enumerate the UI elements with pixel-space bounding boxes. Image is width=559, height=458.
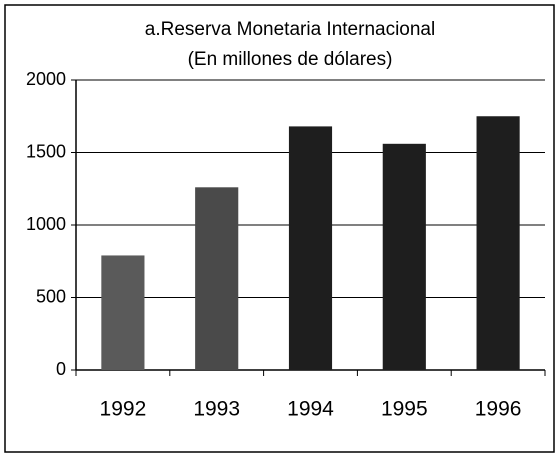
chart-subtitle: (En millones de dólares) (188, 49, 393, 70)
y-tick-label: 500 (36, 286, 66, 306)
x-tick-label: 1996 (475, 398, 522, 421)
bar (382, 143, 426, 370)
chart-border (4, 4, 555, 453)
y-tick-label: 2000 (26, 69, 66, 89)
y-tick-label: 1000 (26, 214, 66, 234)
x-tick-label: 1992 (100, 398, 147, 421)
y-tick-label: 0 (56, 359, 66, 379)
y-tick-label: 1500 (26, 141, 66, 161)
bar (288, 126, 333, 371)
bar (476, 116, 520, 370)
bar (101, 255, 145, 370)
x-tick-label: 1995 (381, 398, 428, 421)
x-tick-label: 1994 (287, 398, 334, 421)
x-tick-label: 1993 (193, 398, 240, 421)
chart-title: a.Reserva Monetaria Internacional (145, 19, 435, 40)
bar (195, 187, 239, 370)
